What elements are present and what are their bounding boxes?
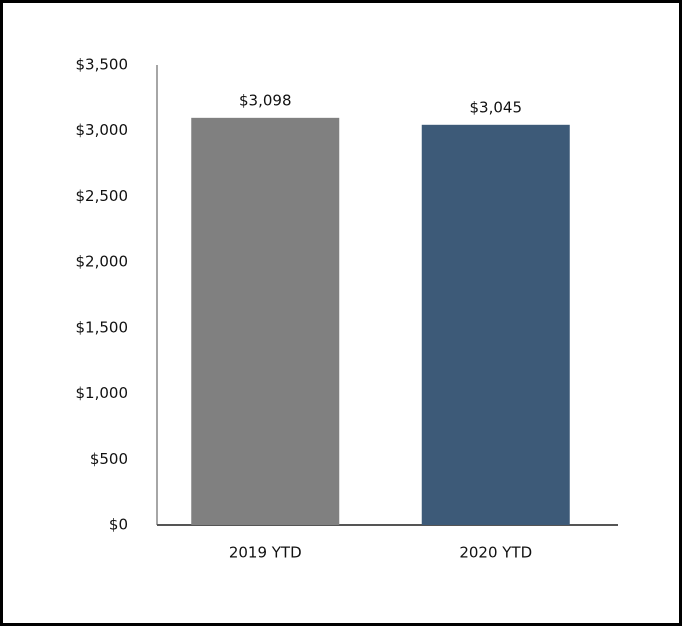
x-tick-label: 2020 YTD <box>459 544 532 562</box>
value-label: $3,045 <box>470 98 523 116</box>
y-tick-label: $3,500 <box>76 56 129 74</box>
y-tick-label: $1,000 <box>76 384 129 402</box>
y-tick-label: $3,000 <box>76 121 129 139</box>
bar <box>421 124 570 526</box>
value-label: $3,098 <box>239 91 292 109</box>
bar <box>191 117 340 525</box>
y-tick-label: $1,500 <box>76 318 129 336</box>
y-tick-label: $500 <box>90 450 128 468</box>
y-tick-label: $2,500 <box>76 187 129 205</box>
y-tick-label: $0 <box>109 516 128 534</box>
y-tick-label: $2,000 <box>76 253 129 271</box>
x-tick-label: 2019 YTD <box>229 544 302 562</box>
